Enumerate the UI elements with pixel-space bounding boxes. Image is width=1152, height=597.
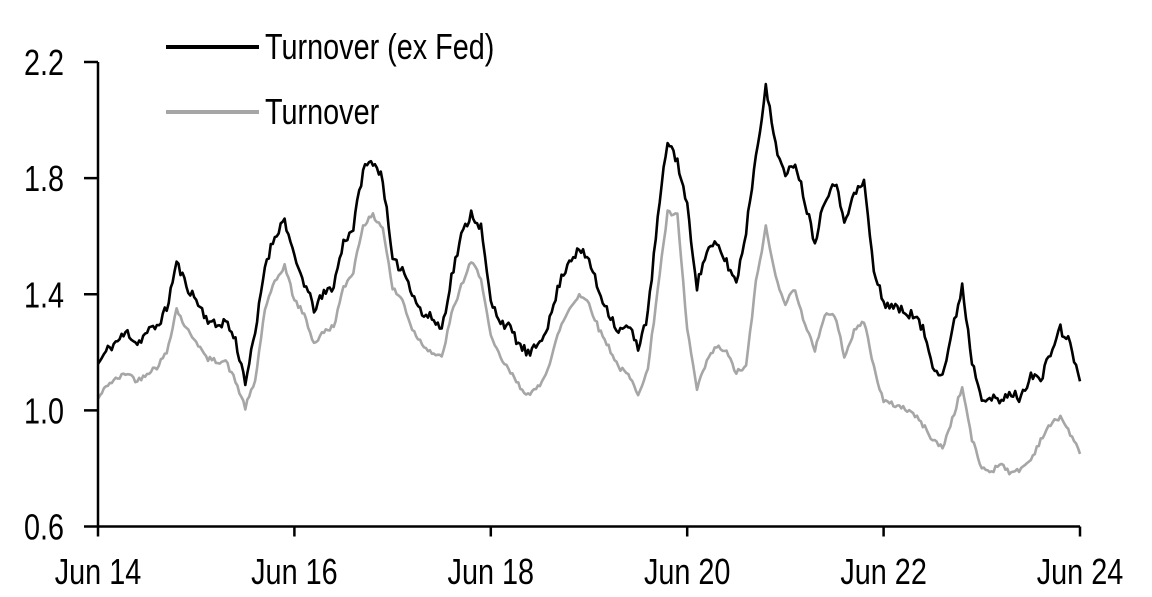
legend-item-turnover: Turnover [166, 90, 552, 134]
axes [84, 60, 1082, 537]
x-tick-label: Jun 14 [55, 551, 142, 592]
x-tick-label: Jun 20 [644, 551, 731, 592]
legend-label-turnover: Turnover [265, 91, 380, 132]
y-tick-label: 1.0 [24, 390, 64, 431]
x-tick-label: Jun 18 [448, 551, 535, 592]
series-line-turnover [96, 209, 1082, 476]
series-lines [96, 82, 1082, 476]
x-tick-label: Jun 16 [251, 551, 338, 592]
y-tick-label: 2.2 [24, 42, 64, 83]
series-line-turnover-ex-fed [96, 82, 1082, 405]
legend-item-turnover-ex-fed: Turnover (ex Fed) [166, 25, 552, 69]
legend-label-ex-fed: Turnover (ex Fed) [265, 26, 495, 67]
x-tick-label: Jun 24 [1037, 551, 1124, 592]
legend-line-sample-turnover [166, 110, 259, 114]
y-tick-label: 1.4 [24, 274, 64, 315]
y-tick-label: 0.6 [24, 507, 64, 548]
x-tick-label: Jun 22 [840, 551, 927, 592]
y-tick-label: 1.8 [24, 158, 64, 199]
legend-line-sample-ex-fed [166, 45, 259, 49]
legend: Turnover (ex Fed) Turnover [166, 25, 552, 134]
